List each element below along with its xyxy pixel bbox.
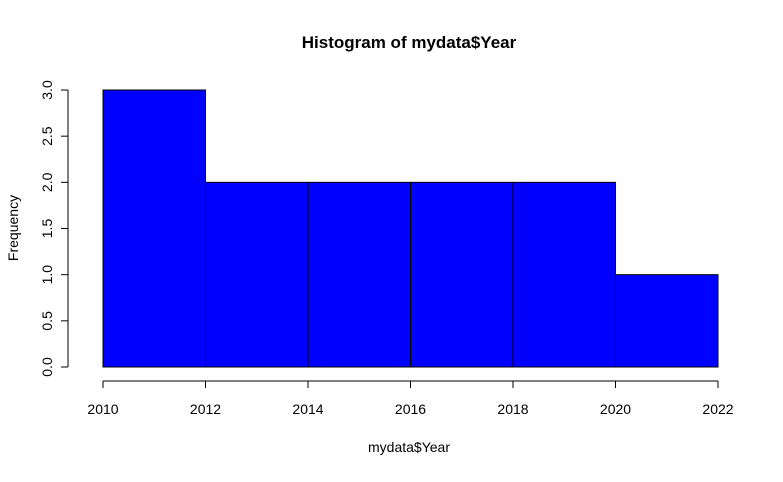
histogram-bar-4 [512, 181, 616, 368]
y-tick-label: 0.0 [39, 357, 55, 377]
histogram-bar-0 [102, 89, 206, 368]
x-tick-label: 2010 [87, 401, 118, 417]
y-axis: 0.0 0.5 1.0 1.5 2.0 2.5 3.0 [39, 80, 69, 377]
histogram-bar-3 [410, 181, 514, 368]
x-tick-label: 2014 [292, 401, 323, 417]
y-tick-label: 2.0 [39, 172, 55, 192]
x-tick-label: 2020 [600, 401, 631, 417]
histogram-bar-5 [615, 274, 719, 368]
y-tick-label: 3.0 [39, 80, 55, 100]
y-tick-label: 1.0 [39, 265, 55, 285]
histogram-bars [102, 89, 719, 368]
x-tick-label: 2018 [497, 401, 528, 417]
histogram-bar-2 [307, 181, 411, 368]
y-tick-label: 2.5 [39, 126, 55, 146]
histogram-bar-1 [205, 181, 309, 368]
chart-title: Histogram of mydata$Year [302, 33, 517, 52]
x-tick-label: 2016 [395, 401, 426, 417]
x-axis: 2010 2012 2014 2016 2018 2020 2022 [87, 380, 734, 417]
x-tick-label: 2022 [702, 401, 733, 417]
y-tick-label: 1.5 [39, 219, 55, 239]
x-tick-label: 2012 [190, 401, 221, 417]
y-axis-label: Frequency [5, 195, 21, 261]
x-axis-label: mydata$Year [368, 439, 450, 455]
y-tick-label: 0.5 [39, 311, 55, 331]
